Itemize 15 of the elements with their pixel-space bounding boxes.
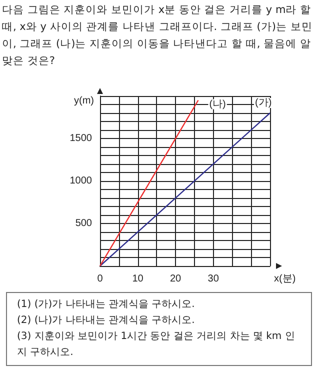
x-axis-title: x(분)	[274, 274, 296, 284]
chart-title: 다음 그림은 지훈이와 보민이가 x분 동안 걸은 거리를 y m라 할 때, x와 y 사이의 관계를 나타낸 그래프이다. 그래프 (가)는 보민이, 그래프 (나)는 지훈이의 이동을 나타낸다고 할 때, 물음에 알맞은 것은?	[1, 3, 314, 69]
text: (1) (가)가 나타내는 관계식을 구하시오.	[17, 298, 196, 312]
text: (3) 지훈이와 보민이가 1시간 동안 걸은 거리의 차는 몇 km 인지 구하시오.	[17, 330, 296, 360]
x-tick-label: 20	[170, 274, 182, 284]
series-label: (가)	[255, 98, 272, 108]
y-tick-label: 1500	[70, 133, 92, 144]
x-tick-label: 10	[132, 274, 144, 284]
y-tick-label: 1000	[70, 176, 92, 186]
series-label: (나)	[209, 98, 226, 110]
x-tick-label: 0	[97, 274, 104, 284]
x-tick-label: 30	[208, 274, 220, 284]
text: (2) (나)가 나타내는 관계식을 구하시오.	[17, 314, 196, 328]
y-axis-title: y(m)	[74, 96, 94, 106]
y-tick-label: 500	[75, 218, 92, 229]
